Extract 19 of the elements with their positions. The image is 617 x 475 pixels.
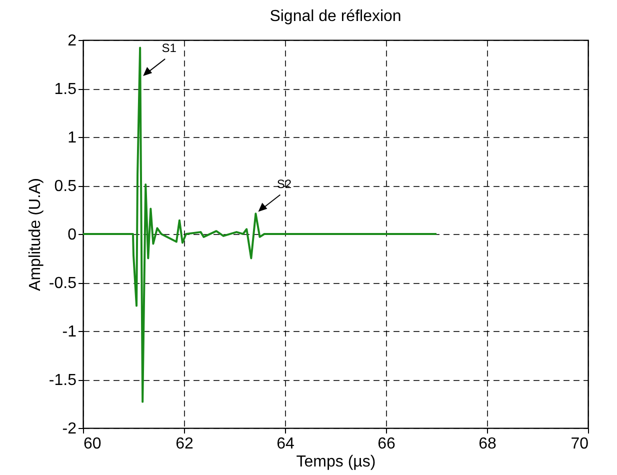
x-tick-label: 62 xyxy=(176,436,194,452)
chart-title: Signal de réflexion xyxy=(270,8,402,25)
x-tick-label: 66 xyxy=(378,436,396,452)
y-tick-label: 0.5 xyxy=(54,178,77,195)
y-tick-label: 2 xyxy=(68,32,77,50)
x-tick-label: 60 xyxy=(84,436,102,452)
y-tick-label: -1.5 xyxy=(48,372,77,389)
y-tick-label: -2 xyxy=(62,420,77,438)
y-tick-label: 1 xyxy=(68,130,77,146)
annotation: S1 xyxy=(162,40,177,55)
y-tick-label: 0 xyxy=(68,226,77,244)
y-tick-label: 1.5 xyxy=(54,81,77,98)
x-tick-label: 70 xyxy=(570,436,589,452)
x-tick-label: 64 xyxy=(276,436,294,452)
x-axis-title: Temps (µs) xyxy=(296,454,376,470)
y-tick-label: -0.5 xyxy=(48,275,77,292)
y-axis-title: Amplitude (U.A) xyxy=(26,178,44,291)
x-tick-label: 68 xyxy=(478,436,496,452)
y-tick-label: -1 xyxy=(62,324,77,340)
